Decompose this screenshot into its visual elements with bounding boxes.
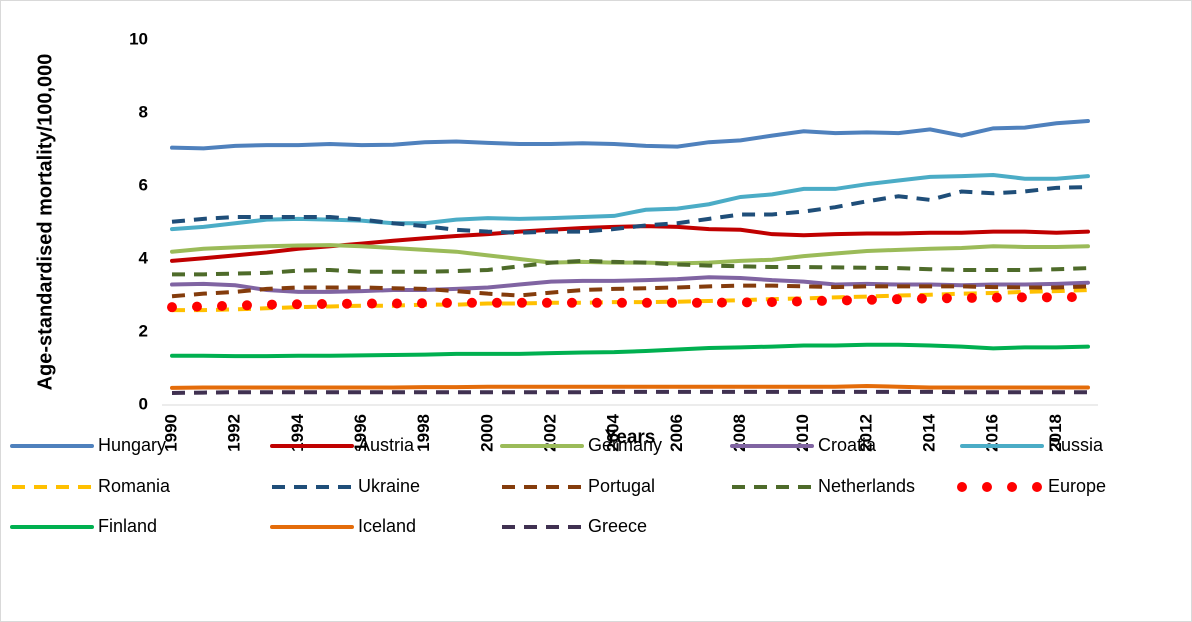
y-tick-label: 2 xyxy=(139,321,148,340)
y-tick-label: 4 xyxy=(139,248,149,267)
x-tick-label: 2014 xyxy=(920,413,939,451)
legend-label: Germany xyxy=(588,435,662,455)
y-tick-label: 8 xyxy=(139,102,148,121)
x-tick-label: 1996 xyxy=(351,414,370,452)
legend-label: Netherlands xyxy=(818,476,915,496)
line-series xyxy=(170,275,1090,294)
x-tick-label: 2006 xyxy=(667,414,686,452)
x-tick-label: 2018 xyxy=(1046,414,1065,452)
legend-label: Hungary xyxy=(98,435,166,455)
line-series xyxy=(170,243,1090,266)
line-series xyxy=(167,291,1093,313)
x-tick-label: 2016 xyxy=(983,414,1002,452)
x-axis-title: Years xyxy=(605,427,656,448)
x-tick-label: 2012 xyxy=(856,414,875,452)
y-tick-label: 0 xyxy=(139,394,148,413)
legend-label: Russia xyxy=(1048,435,1104,455)
legend-label: Ukraine xyxy=(358,476,420,496)
x-tick-label: 2000 xyxy=(477,414,496,452)
legend-label: Europe xyxy=(1048,476,1106,496)
legend-label: Croatia xyxy=(818,435,877,455)
x-tick-label: 1994 xyxy=(288,413,307,451)
legend-label: Portugal xyxy=(588,476,655,496)
x-tick-label: 2008 xyxy=(730,414,749,452)
legend-label: Greece xyxy=(588,516,647,536)
legend-label: Austria xyxy=(358,435,415,455)
x-tick-label: 2010 xyxy=(793,414,812,452)
x-tick-label: 2002 xyxy=(541,414,560,452)
line-series xyxy=(170,119,1090,151)
legend-label: Finland xyxy=(98,516,157,536)
y-axis-title: Age-standardised mortality/100,000 xyxy=(34,54,56,391)
x-tick-label: 1998 xyxy=(414,414,433,452)
x-tick-label: 2004 xyxy=(604,413,623,451)
line-series xyxy=(170,342,1090,359)
legend-label: Iceland xyxy=(358,516,416,536)
y-tick-label: 10 xyxy=(129,29,148,48)
y-tick-label: 6 xyxy=(139,175,148,194)
x-tick-label: 1990 xyxy=(161,414,180,452)
legend-label: Romania xyxy=(98,476,171,496)
x-tick-label: 1992 xyxy=(225,414,244,452)
line-series xyxy=(170,173,1090,232)
line-series xyxy=(170,384,1090,390)
